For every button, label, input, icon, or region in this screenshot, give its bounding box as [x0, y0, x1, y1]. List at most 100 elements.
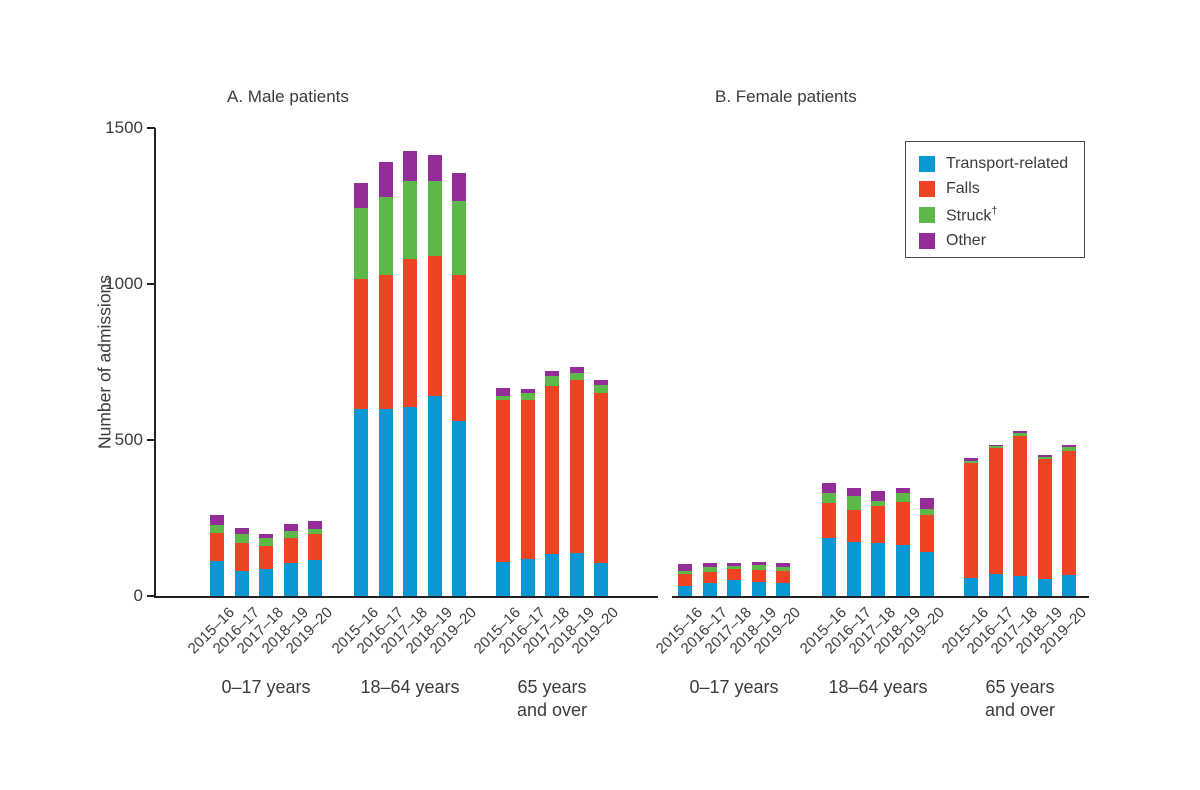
bar-segment-falls [283, 538, 298, 563]
bar-segment-struck [988, 445, 1003, 449]
bar-segment-transport-related [378, 408, 393, 596]
bar-segment-struck [594, 385, 608, 394]
legend-label: Falls [946, 180, 980, 197]
bar-segment-falls [776, 570, 790, 583]
bar-segment-other [283, 523, 298, 531]
bar-segment-other [702, 563, 717, 567]
bar-segment-transport-related [452, 421, 466, 596]
stacked-bar [378, 162, 393, 596]
bar-segment-falls [1013, 435, 1027, 576]
y-axis-tick-label: 500 [114, 430, 143, 449]
stacked-bar [964, 458, 978, 596]
y-axis-tick-label: 1500 [105, 118, 143, 137]
y-axis-line [154, 128, 156, 598]
bar-segment-falls [678, 574, 692, 586]
bar-segment-transport-related [895, 544, 910, 596]
bar-segment-other [496, 388, 510, 396]
bar-segment-transport-related [520, 559, 535, 596]
bar-segment-falls [308, 534, 322, 561]
stacked-bar [920, 498, 934, 596]
stacked-bar [545, 371, 559, 596]
bar-segment-falls [545, 385, 559, 555]
bar-segment-struck [776, 567, 790, 571]
stacked-bar [259, 533, 273, 596]
bar-segment-transport-related [283, 562, 298, 596]
bar-segment-other [354, 182, 368, 208]
bar-segment-struck [427, 181, 442, 256]
legend-swatch-other [919, 233, 935, 250]
bar-segment-other [678, 564, 692, 571]
bar-segment-transport-related [1062, 575, 1076, 596]
bar-segment-falls [751, 570, 766, 582]
bar-segment-struck [702, 566, 717, 572]
legend-item: Falls [919, 180, 1084, 198]
bar-segment-transport-related [210, 561, 224, 596]
bar-segment-struck [308, 528, 322, 535]
bar-segment-falls [354, 279, 368, 409]
bar-segment-other [520, 388, 535, 394]
y-axis-tick [147, 283, 155, 285]
stacked-bar [1013, 430, 1027, 596]
bar-segment-transport-related [920, 551, 934, 596]
bar-segment-other [776, 562, 790, 568]
bar-segment-other [210, 515, 224, 526]
bar-segment-falls [822, 503, 836, 539]
bar-segment-transport-related [1013, 575, 1027, 596]
legend-swatch-transport-related [919, 156, 935, 172]
bar-segment-struck [727, 566, 741, 570]
bar-segment-struck [1062, 447, 1076, 451]
bar-segment-other [569, 366, 584, 373]
bar-segment-transport-related [871, 543, 885, 596]
bar-segment-falls [1062, 450, 1076, 576]
bar-segment-other [378, 162, 393, 197]
panel-a-title: A. Male patients [227, 87, 349, 106]
legend-item: Other [919, 232, 1084, 250]
stacked-bar [751, 561, 766, 596]
bar-segment-falls [378, 274, 393, 409]
legend-label: Transport-related [946, 155, 1069, 172]
bar-segment-falls [569, 380, 584, 553]
bar-segment-transport-related [569, 552, 584, 596]
bar-segment-transport-related [427, 396, 442, 596]
age-group-label: 65 years and over [516, 677, 588, 721]
bar-segment-struck [678, 570, 692, 575]
bar-segment-other [751, 561, 766, 566]
bar-segment-other [308, 520, 322, 529]
bar-segment-falls [520, 400, 535, 560]
panel-b-title: B. Female patients [715, 87, 857, 106]
bar-segment-struck [964, 460, 978, 463]
bar-segment-other [545, 371, 559, 377]
bar-segment-other [403, 151, 417, 182]
stacked-bar [846, 488, 861, 596]
bar-segment-other [1062, 444, 1076, 448]
bar-segment-transport-related [308, 560, 322, 596]
bar-segment-other [259, 533, 273, 539]
stacked-bar [234, 527, 249, 596]
bar-segment-other [1013, 430, 1027, 434]
bar-segment-transport-related [702, 582, 717, 596]
bar-segment-falls [452, 274, 466, 422]
bar-segment-falls [427, 255, 442, 397]
stacked-bar [520, 388, 535, 596]
bar-segment-struck [751, 565, 766, 571]
stacked-bar [1037, 454, 1052, 596]
stacked-bar [403, 151, 417, 596]
bar-segment-struck [283, 530, 298, 539]
stacked-bar [283, 523, 298, 596]
bar-segment-falls [702, 571, 717, 583]
stacked-bar [776, 562, 790, 596]
age-group-label: 65 years and over [984, 677, 1056, 721]
y-axis-tick [147, 127, 155, 129]
bar-segment-other [1037, 454, 1052, 458]
x-axis-line [155, 596, 658, 598]
stacked-bar [702, 563, 717, 596]
bar-segment-transport-related [988, 574, 1003, 596]
legend-swatch-struck [919, 207, 935, 224]
bar-segment-falls [920, 514, 934, 552]
bar-segment-other [594, 380, 608, 386]
bar-segment-falls [234, 542, 249, 572]
y-axis-tick-label: 0 [133, 586, 143, 605]
bar-segment-struck [871, 500, 885, 506]
bar-segment-other [895, 488, 910, 494]
age-group-label: 0–17 years [689, 677, 779, 697]
